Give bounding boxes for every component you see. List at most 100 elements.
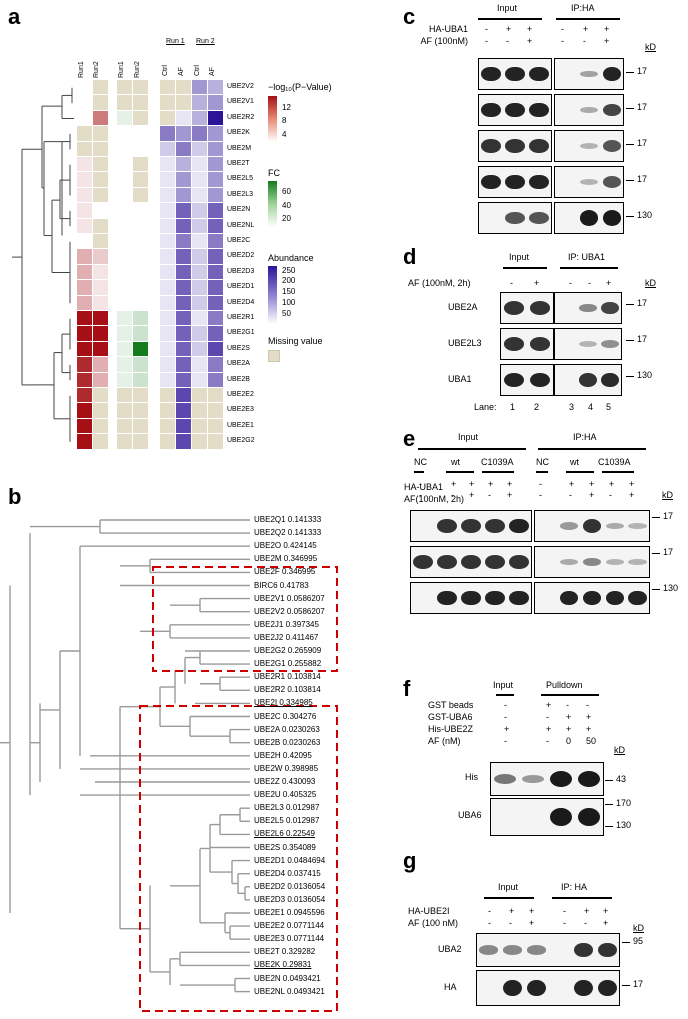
col-label-fc-run1: Run1 <box>118 61 125 78</box>
heatmap-cell <box>160 388 175 403</box>
tree-leaf-label: UBE2L3 0.012987 <box>254 803 320 813</box>
blot-band <box>503 979 522 997</box>
blot-band <box>529 212 549 224</box>
heatmap-cell <box>93 172 108 187</box>
heatmap-cell <box>133 126 148 141</box>
heatmap-gene-label: UBE2V1 <box>227 98 254 106</box>
tree-leaf-label: UBE2R2 0.103814 <box>254 685 321 695</box>
tree-leaf-label: UBE2D3 0.0136054 <box>254 894 326 904</box>
e-group-label: C1039A <box>598 457 631 467</box>
tree-leaf-label: UBE2A 0.0230263 <box>254 724 320 734</box>
tree-leaf-label: UBE2D1 0.0484694 <box>254 855 326 865</box>
mw-tick <box>626 340 634 341</box>
abund-tick-150: 150 <box>282 287 296 296</box>
e-blot-mw: 17 <box>663 511 674 521</box>
e-input-label: Input <box>458 432 479 442</box>
col-label-abund-ctrl1: Ctrl <box>162 65 169 76</box>
blot-band <box>529 102 549 118</box>
heatmap-cell <box>117 357 132 372</box>
heatmap-cell <box>117 203 132 218</box>
d-input-label: Input <box>509 252 530 262</box>
heatmap-cell <box>192 249 207 264</box>
blot-band <box>549 807 573 827</box>
g-blot-label: UBA2 <box>438 944 462 954</box>
heatmap-gene-label: UBE2E3 <box>227 406 254 414</box>
mw-tick <box>622 985 630 986</box>
heatmap-cell <box>208 218 223 233</box>
blot-band <box>579 106 599 114</box>
heatmap-gene-label: UBE2R2 <box>227 113 255 121</box>
d-lane-number: 5 <box>606 402 612 412</box>
heatmap-cell <box>176 110 191 126</box>
d-blot-input <box>500 364 554 396</box>
heatmap-gene-label: UBE2C <box>227 237 251 244</box>
heatmap-cell <box>117 141 132 156</box>
blot-band <box>509 590 529 606</box>
heatmap-cell <box>176 388 191 403</box>
condition-sign: - <box>506 36 509 46</box>
heatmap-cell <box>192 172 207 187</box>
heatmap-cell <box>93 434 108 449</box>
heatmap-gene-label: UBE2G2 <box>227 437 255 445</box>
heatmap-cell <box>208 434 223 449</box>
tree-leaf-label: UBE2E2 0.0771144 <box>254 921 325 931</box>
f-row-label: His-UBE2Z <box>428 724 474 734</box>
c-blot-mw: 17 <box>637 102 648 112</box>
heatmap-cell <box>77 434 92 449</box>
heatmap-cell <box>77 234 92 249</box>
f-blot-uba6 <box>490 798 604 836</box>
tree-leaf-label: UBE2J1 0.397345 <box>254 619 319 629</box>
condition-sign: + <box>583 24 589 34</box>
pval-tick-4: 4 <box>282 130 287 139</box>
blot-band <box>526 979 546 997</box>
heatmap-cell <box>133 388 148 403</box>
e-blot-ip <box>534 510 650 542</box>
heatmap-cell <box>117 295 132 310</box>
e-blot-input <box>410 546 532 578</box>
heatmap-cell <box>192 187 207 203</box>
heatmap-cell <box>160 372 175 387</box>
blot-band <box>601 372 619 388</box>
blot-band <box>574 979 593 997</box>
heatmap-cell <box>133 234 148 249</box>
d-lane-number: 1 <box>510 402 516 412</box>
e-blot-ip <box>534 582 650 614</box>
d-blot-ip <box>554 364 622 396</box>
heatmap-cell <box>208 141 223 156</box>
heatmap-cell <box>192 157 207 172</box>
col-label-abund-af1: AF <box>178 67 185 76</box>
g-ip-label: IP: HA <box>561 882 588 892</box>
blot-band <box>602 66 621 82</box>
blot-band <box>481 66 501 82</box>
heatmap-cell <box>117 326 132 341</box>
tree-leaf-label: UBE2V2 0.0586207 <box>254 606 325 616</box>
heatmap-cell <box>93 326 108 341</box>
heatmap-cell <box>93 264 108 280</box>
e-group-label: NC <box>414 457 427 467</box>
blot-band <box>582 557 602 567</box>
condition-sign: - <box>584 918 587 928</box>
heatmap-cell <box>192 80 207 95</box>
tree-leaf-label: UBE2V1 0.0586207 <box>254 593 325 603</box>
f-input-label: Input <box>493 680 514 690</box>
condition-sign: - <box>419 479 422 489</box>
heatmap-cell <box>117 126 132 141</box>
heatmap-cell <box>160 264 175 280</box>
col-label-abund-af2: AF <box>209 67 216 76</box>
heatmap-cell <box>117 434 132 449</box>
f-blot-label: UBA6 <box>458 810 482 820</box>
heatmap-cell <box>192 311 207 326</box>
heatmap-cell <box>117 280 132 295</box>
blot-band <box>579 70 599 78</box>
e-group-label: NC <box>536 457 549 467</box>
condition-sign: - <box>563 918 566 928</box>
c-input-label: Input <box>497 3 518 13</box>
heatmap-cell <box>192 434 207 449</box>
tree-leaf-label: UBE2Q1 0.141333 <box>254 515 322 524</box>
e-group-underline <box>446 471 474 473</box>
d-blot-ip <box>554 292 622 324</box>
c-blot-ip <box>554 130 624 162</box>
d-blot-mw: 17 <box>637 334 648 344</box>
panel-label-d: d <box>403 244 417 269</box>
blot-band <box>505 212 525 224</box>
